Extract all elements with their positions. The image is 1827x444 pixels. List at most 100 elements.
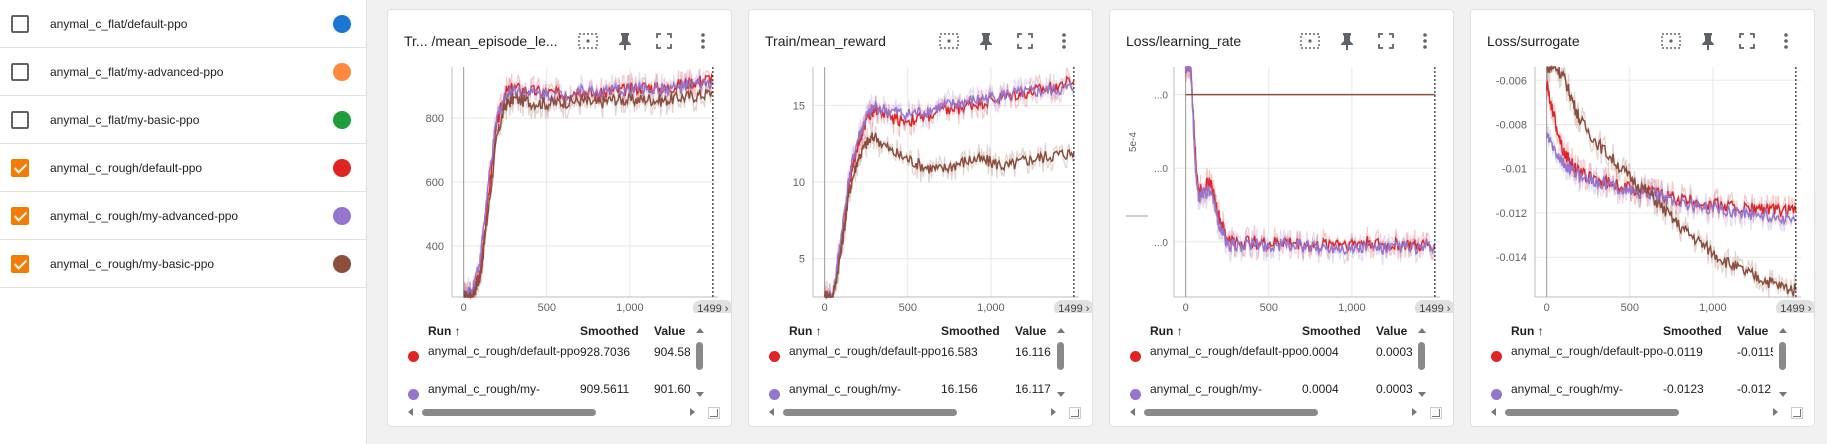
column-header-smoothed[interactable]: Smoothed: [1663, 324, 1722, 338]
scroll-thumb[interactable]: [1505, 409, 1679, 416]
column-header-run[interactable]: Run ↑: [1150, 324, 1183, 338]
fullscreen-button[interactable]: [1734, 28, 1760, 54]
scroll-down-icon[interactable]: [1057, 392, 1065, 397]
line-chart[interactable]: 0 500 1,000 ...0 ...0 ...0 5e-4 1499 ›: [1110, 58, 1454, 313]
more-options-button[interactable]: [690, 28, 716, 54]
scroll-right-icon[interactable]: [1773, 408, 1778, 416]
y-tick-label: 800: [426, 113, 444, 125]
run-checkbox[interactable]: [11, 207, 29, 225]
run-checkbox[interactable]: [11, 255, 29, 273]
scroll-left-icon[interactable]: [408, 408, 413, 416]
run-row[interactable]: anymal_c_rough/default-ppo: [0, 144, 367, 192]
run-checkbox[interactable]: [11, 159, 29, 177]
fit-domain-button[interactable]: [1658, 28, 1684, 54]
more-options-button[interactable]: [1051, 28, 1077, 54]
y-tick-label: 600: [426, 177, 444, 189]
column-header-value[interactable]: Value: [654, 324, 686, 338]
column-header-run[interactable]: Run ↑: [1511, 324, 1544, 338]
column-header-smoothed[interactable]: Smoothed: [941, 324, 1000, 338]
run-row[interactable]: anymal_c_rough/my-advanced-ppo: [0, 192, 367, 240]
run-color-swatch[interactable]: [333, 207, 351, 225]
fullscreen-button[interactable]: [1373, 28, 1399, 54]
scroll-right-icon[interactable]: [1412, 408, 1417, 416]
fit-domain-button[interactable]: [1297, 28, 1323, 54]
scroll-thumb[interactable]: [1418, 342, 1425, 370]
table-horizontal-scrollbar[interactable]: [769, 407, 1059, 417]
fullscreen-button[interactable]: [1012, 28, 1038, 54]
column-header-run[interactable]: Run ↑: [428, 324, 461, 338]
scroll-right-icon[interactable]: [690, 408, 695, 416]
more-options-button[interactable]: [1412, 28, 1438, 54]
scroll-right-icon[interactable]: [1051, 408, 1056, 416]
scroll-up-icon[interactable]: [696, 328, 704, 333]
run-selector-sidebar: anymal_c_flat/default-ppo anymal_c_flat/…: [0, 0, 367, 444]
scroll-down-icon[interactable]: [1418, 392, 1426, 397]
run-name-cell: anymal_c_rough/my-: [1150, 382, 1263, 396]
scroll-thumb[interactable]: [696, 342, 703, 370]
run-row[interactable]: anymal_c_flat/my-advanced-ppo: [0, 48, 367, 96]
run-row[interactable]: anymal_c_rough/my-basic-ppo: [0, 240, 367, 288]
scroll-up-icon[interactable]: [1057, 328, 1065, 333]
column-header-value[interactable]: Value: [1015, 324, 1047, 338]
scroll-left-icon[interactable]: [1130, 408, 1135, 416]
run-name-cell: anymal_c_rough/my-: [428, 382, 541, 396]
resize-handle-icon[interactable]: [1069, 407, 1081, 419]
scroll-thumb[interactable]: [1144, 409, 1318, 416]
scroll-thumb[interactable]: [422, 409, 596, 416]
fullscreen-button[interactable]: [651, 28, 677, 54]
fit-domain-button[interactable]: [575, 28, 601, 54]
step-badge: 1499 ›: [1414, 300, 1453, 313]
table-vertical-scrollbar[interactable]: [1779, 328, 1787, 400]
table-vertical-scrollbar[interactable]: [696, 328, 704, 400]
fit-domain-button[interactable]: [936, 28, 962, 54]
scroll-left-icon[interactable]: [1491, 408, 1496, 416]
run-color-swatch[interactable]: [333, 111, 351, 129]
run-color-swatch[interactable]: [333, 159, 351, 177]
line-chart[interactable]: 0 500 1,000 5 10 15 1499 ›: [749, 58, 1093, 313]
column-header-value[interactable]: Value: [1376, 324, 1408, 338]
table-vertical-scrollbar[interactable]: [1057, 328, 1065, 400]
scroll-down-icon[interactable]: [696, 392, 704, 397]
line-chart[interactable]: 0 500 1,000 400 600 800 1499 ›: [388, 58, 732, 313]
column-header-value[interactable]: Value: [1737, 324, 1769, 338]
resize-handle-icon[interactable]: [1430, 407, 1442, 419]
y-axis-exponent-label: 5e-4: [1128, 132, 1139, 152]
scroll-thumb[interactable]: [783, 409, 957, 416]
line-chart[interactable]: 0 500 1,000 -0.006 -0.008 -0.01 -0.012 -0.014 14…: [1471, 58, 1815, 313]
scroll-down-icon[interactable]: [1779, 392, 1787, 397]
table-horizontal-scrollbar[interactable]: [408, 407, 698, 417]
run-row[interactable]: anymal_c_flat/default-ppo: [0, 0, 367, 48]
run-color-swatch[interactable]: [333, 63, 351, 81]
column-header-smoothed[interactable]: Smoothed: [580, 324, 639, 338]
resize-handle-icon[interactable]: [1791, 407, 1803, 419]
run-color-swatch[interactable]: [333, 255, 351, 273]
run-color-dot: [1491, 351, 1502, 362]
fit-domain-icon: [1661, 33, 1681, 49]
scroll-thumb[interactable]: [1779, 342, 1786, 370]
column-header-run[interactable]: Run ↑: [789, 324, 822, 338]
more-options-button[interactable]: [1773, 28, 1799, 54]
table-vertical-scrollbar[interactable]: [1418, 328, 1426, 400]
pin-button[interactable]: [1334, 28, 1360, 54]
resize-handle-icon[interactable]: [708, 407, 720, 419]
scroll-up-icon[interactable]: [1418, 328, 1426, 333]
series-line: [462, 77, 714, 299]
table-horizontal-scrollbar[interactable]: [1130, 407, 1420, 417]
run-row[interactable]: anymal_c_flat/my-basic-ppo: [0, 96, 367, 144]
pin-button[interactable]: [973, 28, 999, 54]
scalar-card: Loss/surrogate 0 500 1,000 -0.006 -0.008 -0.0…: [1470, 9, 1815, 427]
table-horizontal-scrollbar[interactable]: [1491, 407, 1781, 417]
run-color-swatch[interactable]: [333, 15, 351, 33]
scroll-thumb[interactable]: [1057, 342, 1064, 370]
run-checkbox[interactable]: [11, 111, 29, 129]
run-name-cell: anymal_c_rough/default-ppo: [789, 344, 942, 358]
pin-icon: [980, 33, 992, 50]
column-header-smoothed[interactable]: Smoothed: [1302, 324, 1361, 338]
scroll-left-icon[interactable]: [769, 408, 774, 416]
pin-button[interactable]: [612, 28, 638, 54]
pin-button[interactable]: [1695, 28, 1721, 54]
run-checkbox[interactable]: [11, 63, 29, 81]
series-line: [823, 75, 1075, 300]
scroll-up-icon[interactable]: [1779, 328, 1787, 333]
run-checkbox[interactable]: [11, 15, 29, 33]
